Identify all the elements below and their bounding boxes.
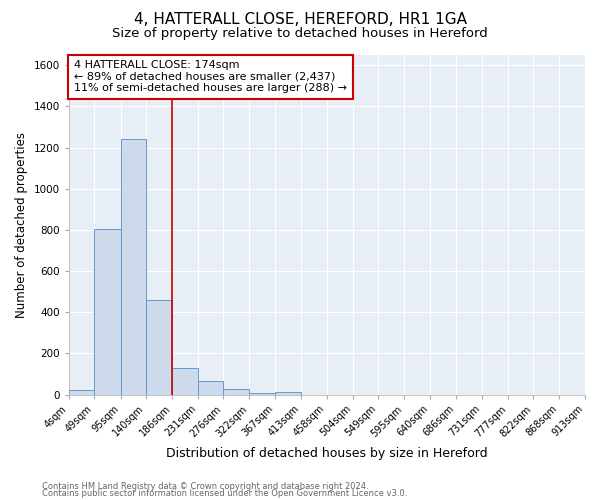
Text: 4, HATTERALL CLOSE, HEREFORD, HR1 1GA: 4, HATTERALL CLOSE, HEREFORD, HR1 1GA [133,12,467,28]
Bar [198,382,223,394]
Bar [69,390,94,394]
Bar [275,392,301,394]
Bar [121,139,146,394]
Bar [223,390,250,394]
Text: Size of property relative to detached houses in Hereford: Size of property relative to detached ho… [112,28,488,40]
Text: 4 HATTERALL CLOSE: 174sqm
← 89% of detached houses are smaller (2,437)
11% of se: 4 HATTERALL CLOSE: 174sqm ← 89% of detac… [74,60,347,94]
Y-axis label: Number of detached properties: Number of detached properties [15,132,28,318]
Bar [172,368,198,394]
Bar [94,229,121,394]
Bar [250,392,275,394]
Text: Contains public sector information licensed under the Open Government Licence v3: Contains public sector information licen… [42,489,407,498]
Bar [146,300,172,394]
Text: Contains HM Land Registry data © Crown copyright and database right 2024.: Contains HM Land Registry data © Crown c… [42,482,368,491]
X-axis label: Distribution of detached houses by size in Hereford: Distribution of detached houses by size … [166,447,488,460]
